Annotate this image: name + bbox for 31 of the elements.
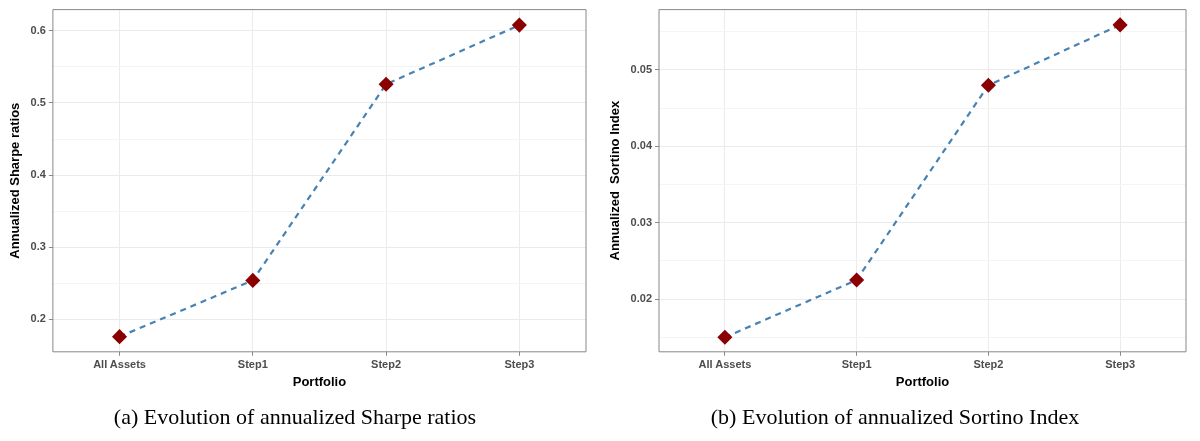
x-tick-label: All Assets (93, 358, 146, 371)
point (717, 330, 732, 345)
text: (b) Evolution of annualized Sortino Index (710, 403, 1080, 429)
y-tick-label: 0.5 (30, 96, 46, 109)
y-axis-title: Annualized Sortino Index (607, 100, 623, 261)
point (849, 272, 864, 288)
x-axis-title: Portfolio (292, 374, 347, 390)
x-tick-label: Step3 (504, 358, 535, 371)
x-tick-label: Step1 (237, 358, 268, 371)
y-tick-label: 0.6 (30, 23, 46, 36)
point (378, 77, 394, 92)
y-tick-label: 0.2 (30, 312, 46, 325)
x-tick-label: Step2 (371, 358, 402, 371)
text: (a) Evolution of annualized Sharpe ratios (113, 403, 477, 429)
point (1113, 17, 1128, 32)
y-tick-label: 0.03 (630, 215, 653, 228)
y-tick-label: 0.05 (630, 62, 653, 75)
point (112, 329, 127, 344)
point (245, 273, 260, 288)
y-axis-title: Annualized Sharpe ratios (7, 102, 23, 259)
x-axis-title: Portfolio (895, 374, 950, 390)
x-tick-label: All Assets (698, 358, 752, 371)
y-tick-label: 0.3 (30, 240, 46, 253)
x-tick-label: Step3 (1105, 358, 1136, 371)
y-tick-label: 0.04 (630, 139, 653, 152)
x-tick-label: Step2 (973, 358, 1004, 371)
x-tick-label: Step1 (841, 358, 872, 371)
point (512, 18, 527, 33)
point (981, 78, 996, 93)
y-tick-label: 0.4 (30, 168, 47, 181)
y-tick-label: 0.02 (630, 292, 653, 305)
